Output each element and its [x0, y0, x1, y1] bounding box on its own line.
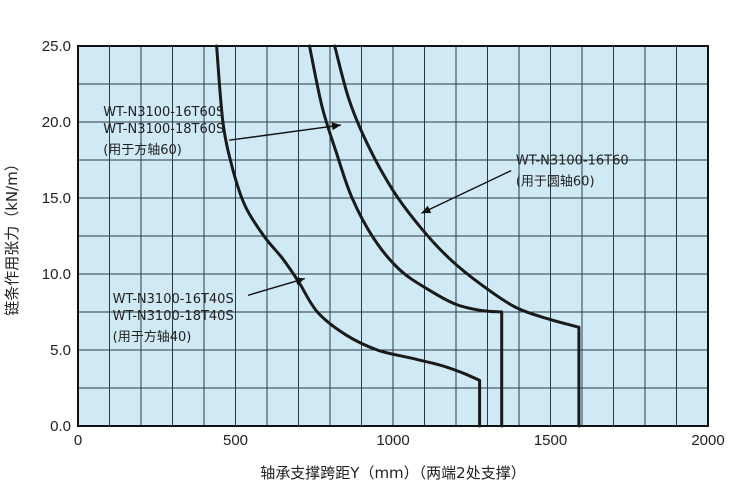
series-line-t60s [308, 44, 504, 428]
x-tick-label: 0 [74, 432, 82, 449]
annotation-arrow-line [247, 277, 305, 296]
x-tick-label: 1500 [534, 432, 567, 449]
annotation-arrow-line [229, 124, 342, 141]
y-tick-label: 15.0 [42, 190, 71, 207]
y-tick-label: 25.0 [42, 38, 71, 55]
annotations-layer: WT-N3100-16T60S WT-N3100-18T60S (用于方轴60) WT… [103, 105, 628, 345]
annotation-label: WT-N3100-16T40S [113, 292, 234, 307]
y-tick-labels: 0.0 5.0 10.0 15.0 20.0 25.0 [42, 38, 71, 435]
y-tick-label: 0.0 [50, 418, 71, 435]
annotation-arrow-head [295, 277, 305, 285]
x-tick-label: 2000 [691, 432, 724, 449]
annotation-label: WT-N3100-16T60S [103, 105, 224, 120]
series-line-t60 [333, 44, 581, 428]
annotation-label: (用于圆轴60) [516, 175, 595, 190]
annotation-label: WT-N3100-16T60 [516, 154, 629, 169]
annotation-label: (用于方轴40) [113, 329, 192, 345]
y-tick-label: 10.0 [42, 266, 71, 283]
x-axis-title: 轴承支撑跨距Y（mm）（两端2处支撑） [260, 464, 525, 482]
y-axis-title: 链条作用张力（kN/m） [3, 156, 21, 316]
x-tick-label: 1000 [376, 432, 409, 449]
x-tick-labels: 0 500 1000 1500 2000 [74, 432, 725, 449]
grid [78, 46, 708, 426]
annotation-label: WT-N3100-18T40S [113, 309, 234, 324]
x-tick-label: 500 [223, 432, 248, 449]
annotation-arrow-head [421, 205, 432, 214]
annotation-label: WT-N3100-18T60S [103, 122, 224, 137]
y-tick-label: 5.0 [50, 342, 71, 359]
annotation-label: (用于方轴60) [103, 142, 182, 158]
annotation-arrow-line [421, 170, 512, 214]
plot-frame [77, 45, 709, 427]
y-tick-label: 20.0 [42, 114, 71, 131]
series-layer [215, 44, 581, 428]
annotation-arrow-head [331, 122, 342, 131]
series-line-t40 [215, 44, 482, 428]
